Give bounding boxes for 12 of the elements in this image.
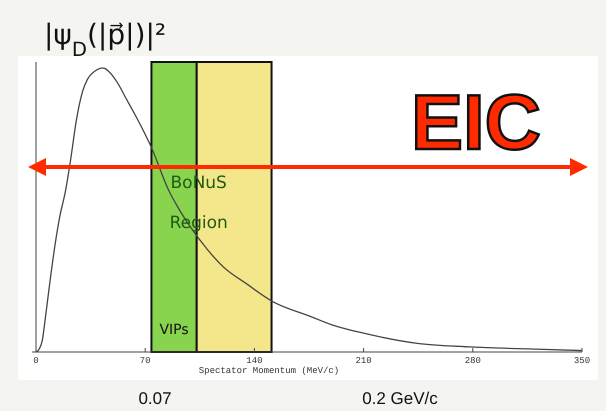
band-label: VIPs: [159, 322, 189, 338]
x-tick-label: 0: [33, 356, 39, 366]
text: 0.2 GeV/c: [362, 389, 438, 408]
x-tick-label: 350: [574, 356, 590, 366]
x-tick-label: 210: [356, 356, 372, 366]
x-tick-label: 280: [464, 356, 481, 366]
x-tick-label: 140: [246, 356, 262, 366]
y-axis-title: |ψ$_{D}$(|p⃗|)|²: [44, 18, 166, 60]
x-axis-title: Spectator Momentum (MeV/c): [198, 366, 340, 376]
annotation: EIC: [410, 78, 542, 166]
text: 0.07: [138, 389, 172, 408]
x-tick-label: 70: [140, 356, 151, 366]
